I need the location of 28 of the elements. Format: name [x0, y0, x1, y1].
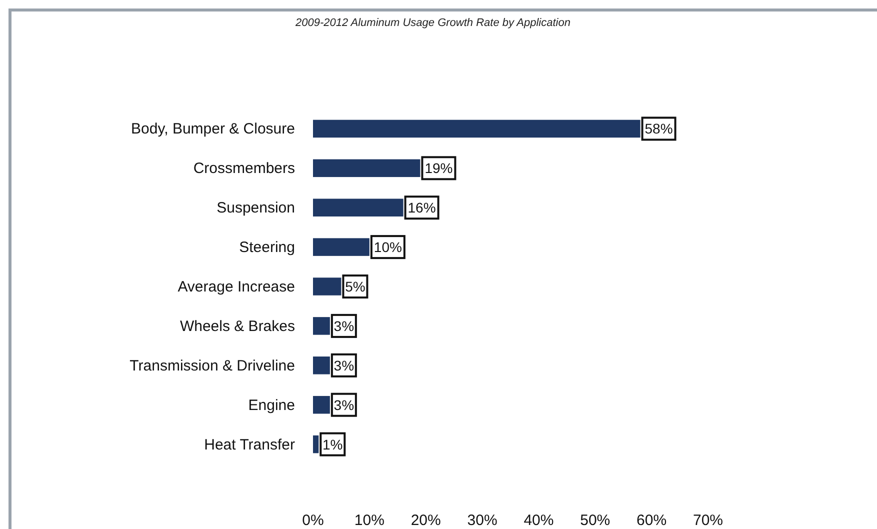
- x-tick-label: 0%: [302, 512, 324, 529]
- y-tick-label: Steering: [239, 239, 295, 256]
- y-tick-label: Wheels & Brakes: [180, 318, 295, 335]
- data-label: 3%: [334, 357, 354, 374]
- x-tick-label: 20%: [410, 512, 441, 529]
- data-label: 1%: [322, 436, 343, 452]
- x-tick-label: 40%: [524, 512, 554, 529]
- bar: [313, 435, 319, 454]
- data-label: 10%: [374, 239, 402, 256]
- x-tick-label: 10%: [354, 512, 384, 529]
- data-label: 3%: [334, 396, 354, 413]
- data-label: 5%: [345, 278, 366, 294]
- x-tick-label: 50%: [580, 512, 610, 529]
- x-tick-label: 70%: [692, 512, 724, 529]
- data-label: 3%: [334, 318, 354, 334]
- data-label: 58%: [644, 120, 673, 137]
- data-label: 16%: [408, 200, 436, 216]
- chart-title: 2009-2012 Aluminum Usage Growth Rate by Application: [294, 17, 570, 29]
- y-tick-label: Suspension: [216, 200, 295, 217]
- y-tick-label: Transmission & Driveline: [130, 357, 295, 374]
- y-tick-label: Heat Transfer: [204, 436, 295, 454]
- x-tick-label: 60%: [636, 512, 667, 529]
- y-tick-label: Engine: [248, 396, 295, 414]
- data-label: 19%: [424, 160, 453, 176]
- x-tick-label: 30%: [467, 512, 498, 529]
- y-tick-label: Crossmembers: [193, 160, 295, 178]
- y-tick-label: Body, Bumper & Closure: [131, 120, 295, 138]
- y-tick-label: Average Increase: [178, 278, 295, 296]
